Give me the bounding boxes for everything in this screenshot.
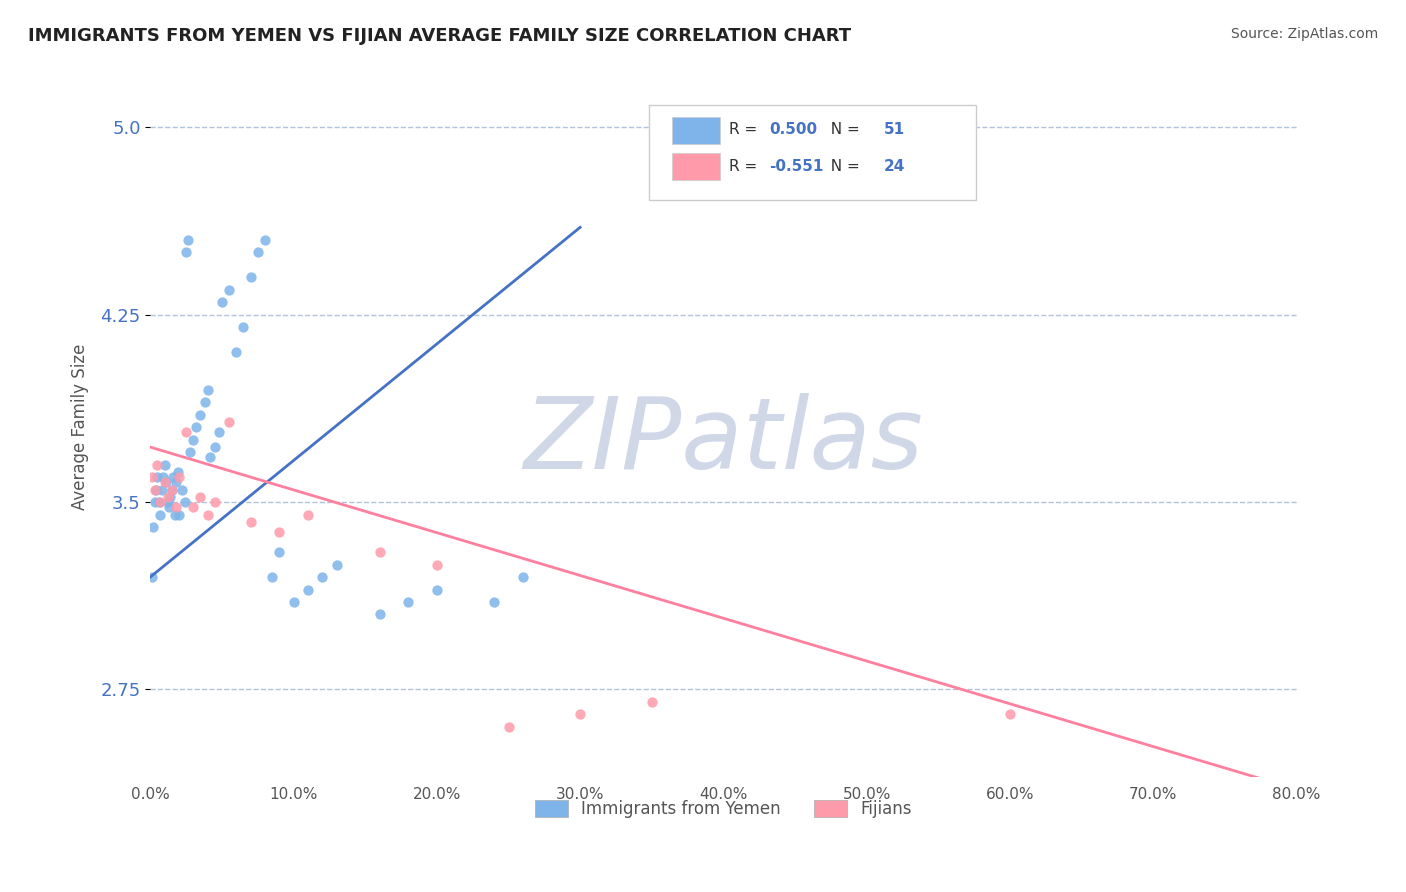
Point xyxy=(155,475,177,489)
Text: -0.551: -0.551 xyxy=(769,159,824,174)
Point xyxy=(150,483,173,497)
Point xyxy=(208,425,231,439)
Point xyxy=(162,470,184,484)
Point xyxy=(148,495,170,509)
Point xyxy=(225,345,247,359)
Point xyxy=(239,270,262,285)
Point xyxy=(200,450,222,464)
Point xyxy=(167,470,190,484)
Point xyxy=(167,508,190,522)
Point xyxy=(311,570,333,584)
Point xyxy=(283,595,305,609)
Point xyxy=(170,483,193,497)
Point xyxy=(179,445,201,459)
Point xyxy=(482,595,505,609)
Point xyxy=(232,320,254,334)
Point xyxy=(498,720,520,734)
Point xyxy=(190,490,212,504)
FancyBboxPatch shape xyxy=(650,105,976,200)
Point xyxy=(190,408,212,422)
Text: 51: 51 xyxy=(884,122,905,137)
Point xyxy=(181,433,204,447)
Point xyxy=(152,470,174,484)
Point xyxy=(165,500,187,514)
Point xyxy=(396,595,419,609)
Text: ZIPatlas: ZIPatlas xyxy=(523,392,924,490)
Text: Source: ZipAtlas.com: Source: ZipAtlas.com xyxy=(1230,27,1378,41)
Point xyxy=(142,520,165,534)
FancyBboxPatch shape xyxy=(672,117,720,144)
Point xyxy=(197,383,219,397)
Point xyxy=(368,607,391,622)
Point xyxy=(156,495,179,509)
Point xyxy=(153,458,176,472)
Point xyxy=(166,465,188,479)
Point xyxy=(262,570,284,584)
Point xyxy=(297,582,319,597)
Point xyxy=(211,295,233,310)
Point xyxy=(204,495,226,509)
Point xyxy=(159,490,181,504)
Point xyxy=(569,707,592,722)
Point xyxy=(149,495,172,509)
Point xyxy=(368,545,391,559)
Point xyxy=(218,415,240,429)
Point xyxy=(297,508,319,522)
Point xyxy=(146,458,169,472)
Text: IMMIGRANTS FROM YEMEN VS FIJIAN AVERAGE FAMILY SIZE CORRELATION CHART: IMMIGRANTS FROM YEMEN VS FIJIAN AVERAGE … xyxy=(28,27,851,45)
Point xyxy=(174,245,197,260)
Text: N =: N = xyxy=(821,122,865,137)
Y-axis label: Average Family Size: Average Family Size xyxy=(72,344,89,510)
Text: N =: N = xyxy=(821,159,865,174)
Legend: Immigrants from Yemen, Fijians: Immigrants from Yemen, Fijians xyxy=(527,793,920,824)
Point xyxy=(186,420,208,434)
Point xyxy=(176,233,198,247)
Text: R =: R = xyxy=(730,122,762,137)
Point xyxy=(165,475,187,489)
Point xyxy=(160,483,183,497)
Point xyxy=(246,245,269,260)
Point xyxy=(197,508,219,522)
Text: R =: R = xyxy=(730,159,762,174)
Point xyxy=(146,470,169,484)
Point xyxy=(253,233,276,247)
Point xyxy=(426,582,449,597)
Point xyxy=(143,495,166,509)
Point xyxy=(218,283,240,297)
Point xyxy=(143,483,166,497)
Point xyxy=(512,570,534,584)
Point xyxy=(174,425,197,439)
Text: 0.500: 0.500 xyxy=(769,122,817,137)
Point xyxy=(239,515,262,529)
Point xyxy=(149,508,172,522)
Point xyxy=(156,490,179,504)
Point xyxy=(325,558,347,572)
Point xyxy=(181,500,204,514)
Point xyxy=(153,475,176,489)
Point xyxy=(641,695,664,709)
Point xyxy=(204,440,226,454)
Point xyxy=(141,470,163,484)
Point xyxy=(194,395,217,409)
Point xyxy=(998,707,1021,722)
FancyBboxPatch shape xyxy=(672,153,720,180)
Text: 24: 24 xyxy=(884,159,905,174)
Point xyxy=(141,570,163,584)
Point xyxy=(160,483,183,497)
Point xyxy=(269,545,291,559)
Point xyxy=(426,558,449,572)
Point xyxy=(269,524,291,539)
Point xyxy=(145,483,167,497)
Point xyxy=(173,495,195,509)
Point xyxy=(163,508,186,522)
Point xyxy=(157,500,180,514)
